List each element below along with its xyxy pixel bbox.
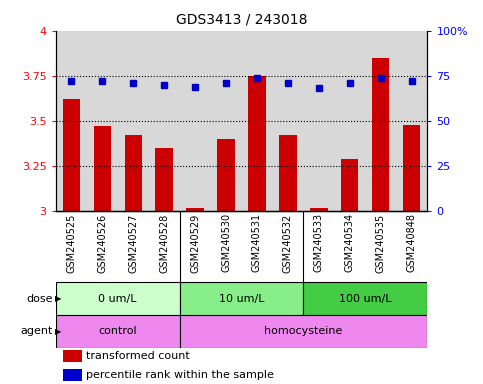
Bar — [303, 31, 334, 211]
Bar — [149, 31, 180, 211]
Bar — [156, 148, 172, 211]
Text: 0 um/L: 0 um/L — [98, 293, 137, 304]
Bar — [372, 58, 389, 211]
Text: GSM240529: GSM240529 — [190, 214, 200, 273]
Bar — [117, 31, 149, 211]
Bar — [217, 139, 235, 211]
Text: ▶: ▶ — [55, 327, 61, 336]
Bar — [366, 31, 397, 211]
Text: GSM240535: GSM240535 — [376, 214, 386, 273]
Bar — [180, 315, 427, 348]
Bar — [334, 31, 366, 211]
Text: GSM240526: GSM240526 — [97, 214, 107, 273]
Bar — [180, 31, 211, 211]
Bar — [280, 136, 297, 211]
Text: percentile rank within the sample: percentile rank within the sample — [86, 370, 274, 380]
Bar — [125, 136, 142, 211]
Text: GSM240533: GSM240533 — [314, 214, 324, 273]
Text: ▶: ▶ — [55, 294, 61, 303]
Bar — [86, 31, 117, 211]
Bar — [94, 126, 111, 211]
Text: transformed count: transformed count — [86, 351, 190, 361]
Text: 100 um/L: 100 um/L — [339, 293, 392, 304]
Text: GSM240848: GSM240848 — [407, 214, 417, 272]
Bar — [62, 99, 80, 211]
Text: GSM240525: GSM240525 — [66, 214, 76, 273]
Text: GSM240530: GSM240530 — [221, 214, 231, 273]
Bar — [272, 31, 303, 211]
Text: 10 um/L: 10 um/L — [219, 293, 264, 304]
Text: GDS3413 / 243018: GDS3413 / 243018 — [176, 13, 307, 27]
Text: GSM240531: GSM240531 — [252, 214, 262, 273]
Text: GSM240528: GSM240528 — [159, 214, 169, 273]
Bar — [56, 315, 180, 348]
Bar — [186, 208, 203, 211]
Bar — [56, 31, 86, 211]
Text: GSM240534: GSM240534 — [345, 214, 355, 273]
Bar — [63, 351, 83, 362]
Bar — [180, 282, 303, 315]
Bar — [248, 76, 266, 211]
Bar — [56, 282, 180, 315]
Bar — [242, 31, 272, 211]
Bar — [311, 208, 327, 211]
Bar — [397, 31, 427, 211]
Text: GSM240532: GSM240532 — [283, 214, 293, 273]
Text: agent: agent — [21, 326, 53, 336]
Text: GSM240527: GSM240527 — [128, 214, 138, 273]
Text: dose: dose — [27, 293, 53, 304]
Text: control: control — [98, 326, 137, 336]
Text: homocysteine: homocysteine — [264, 326, 342, 336]
Bar — [403, 124, 421, 211]
Bar — [63, 369, 83, 381]
Bar — [341, 159, 358, 211]
Bar — [303, 282, 427, 315]
Bar — [211, 31, 242, 211]
